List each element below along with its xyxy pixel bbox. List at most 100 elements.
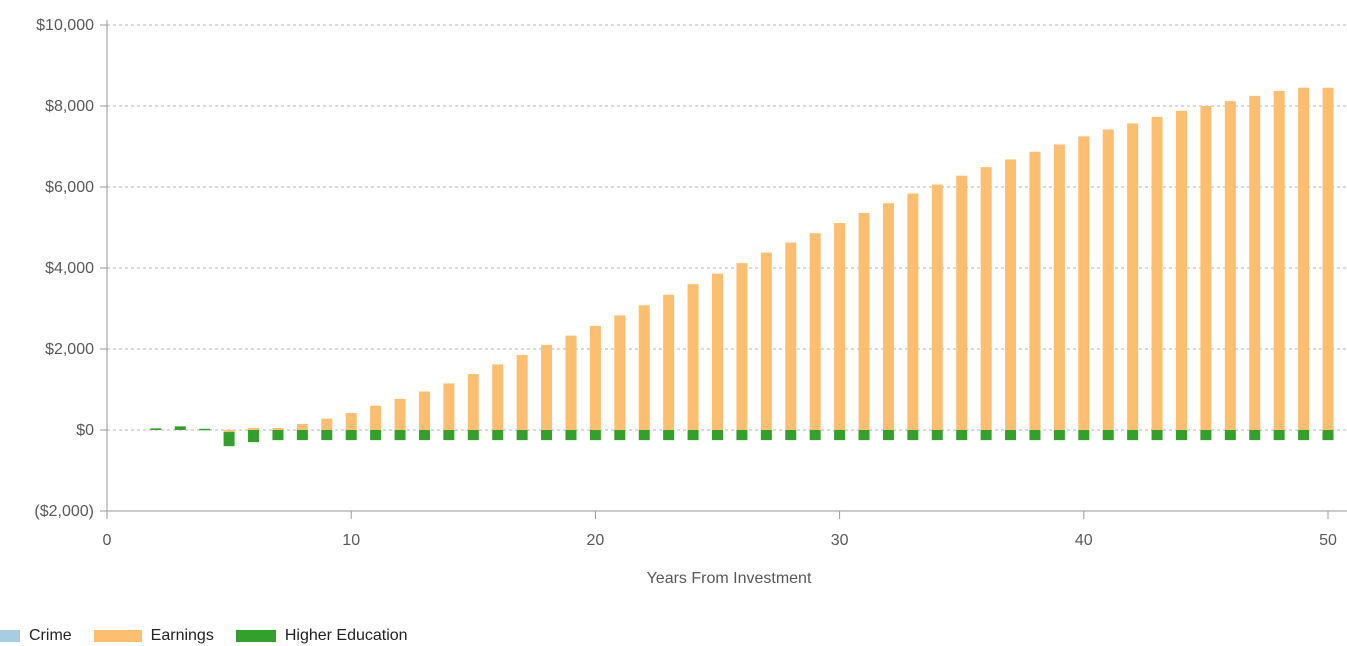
bar-earnings	[1322, 87, 1334, 431]
bar-earnings	[736, 263, 748, 430]
bar-earnings	[1175, 110, 1187, 431]
bar-earnings	[272, 427, 284, 430]
bar-higher-education	[345, 430, 357, 441]
bar-higher-education	[663, 430, 675, 441]
bar-earnings	[1102, 129, 1114, 431]
bar-higher-education	[882, 430, 894, 441]
bar-earnings	[248, 427, 260, 430]
bar-higher-education	[809, 430, 821, 441]
bar-earnings	[1151, 116, 1163, 430]
bar-higher-education	[858, 430, 870, 441]
bar-earnings	[1273, 91, 1285, 430]
bar-earnings	[1005, 159, 1017, 430]
bar-earnings	[1298, 87, 1310, 431]
bar-earnings	[492, 364, 504, 430]
x-axis-title: Years From Investment	[647, 570, 812, 587]
bar-higher-education	[785, 430, 797, 441]
bar-higher-education	[1175, 430, 1187, 441]
legend-item-earnings: Earnings	[93, 627, 214, 645]
bar-earnings	[589, 325, 601, 430]
y-tick-label: $8,000	[45, 98, 94, 115]
bars	[150, 87, 1334, 447]
bar-higher-education	[1151, 430, 1163, 441]
bar-higher-education	[1298, 430, 1310, 441]
bar-higher-education	[1224, 430, 1236, 441]
y-tick-label: ($2,000)	[34, 503, 94, 520]
legend-label-earnings: Earnings	[150, 627, 214, 644]
bar-earnings	[565, 335, 577, 430]
bar-higher-education	[1127, 430, 1139, 441]
bar-higher-education	[1029, 430, 1041, 441]
bar-earnings	[1224, 101, 1236, 430]
bar-earnings	[785, 242, 797, 430]
bar-higher-education	[443, 430, 455, 441]
bar-higher-education	[199, 428, 211, 431]
bar-earnings	[223, 430, 235, 433]
bar-earnings	[321, 418, 333, 430]
y-tick-label: $2,000	[45, 341, 94, 358]
bar-higher-education	[394, 430, 406, 441]
bar-higher-education	[614, 430, 626, 441]
bar-earnings	[443, 383, 455, 430]
bar-earnings	[956, 175, 968, 430]
bar-higher-education	[321, 430, 333, 441]
x-tick-label: 0	[103, 532, 112, 549]
bar-higher-education	[150, 428, 162, 430]
legend-label-crime: Crime	[29, 627, 72, 644]
bar-earnings	[370, 405, 382, 430]
bar-earnings	[1053, 144, 1065, 430]
bar-earnings	[760, 252, 772, 430]
bar-earnings	[1249, 95, 1261, 430]
y-tick-label: $10,000	[36, 17, 94, 34]
bar-earnings	[1200, 106, 1212, 430]
bar-higher-education	[1200, 430, 1212, 441]
bar-earnings	[541, 344, 553, 430]
y-tick-label: $0	[76, 422, 94, 439]
bar-higher-education	[418, 430, 430, 441]
bar-earnings	[1029, 151, 1041, 430]
bar-higher-education	[834, 430, 846, 441]
bar-higher-education	[272, 430, 284, 441]
bar-earnings	[663, 294, 675, 430]
legend-swatch-earnings	[93, 630, 142, 642]
bar-earnings	[394, 398, 406, 430]
y-tick-label: $4,000	[45, 260, 94, 277]
legend-label-higher-education: Higher Education	[284, 627, 408, 644]
bar-higher-education	[1249, 430, 1261, 441]
bar-higher-education	[1273, 430, 1285, 441]
bar-higher-education	[907, 430, 919, 441]
x-tick-label: 10	[342, 532, 360, 549]
bar-higher-education	[638, 430, 650, 441]
bar-earnings	[809, 233, 821, 430]
bar-earnings	[980, 167, 992, 430]
bar-earnings	[638, 305, 650, 430]
bar-earnings	[712, 273, 723, 430]
legend-swatch-higher-education	[235, 630, 276, 642]
bar-higher-education	[492, 430, 504, 441]
x-tick-label: 50	[1319, 532, 1337, 549]
stacked-bar-chart: ($2,000) $0 $2,000 $4,000 $6,000 $8,000 $10,00…	[34, 17, 1347, 587]
y-axis-tick-labels: ($2,000) $0 $2,000 $4,000 $6,000 $8,000 $10,00…	[34, 17, 94, 520]
bar-higher-education	[370, 430, 382, 441]
bar-higher-education	[760, 430, 772, 441]
gridlines	[107, 24, 1347, 431]
bar-earnings	[882, 203, 894, 430]
bar-higher-education	[1078, 430, 1090, 441]
bar-higher-education	[1053, 430, 1065, 441]
bar-earnings	[687, 284, 699, 430]
bar-higher-education	[248, 430, 260, 443]
bar-higher-education	[565, 430, 577, 441]
bar-higher-education	[174, 426, 186, 430]
bar-higher-education	[712, 430, 723, 441]
bar-higher-education	[736, 430, 748, 441]
bar-higher-education	[1102, 430, 1114, 441]
axes	[100, 20, 1347, 519]
bar-higher-education	[467, 430, 479, 441]
bar-earnings	[1127, 123, 1139, 430]
bar-higher-education	[1005, 430, 1017, 441]
legend-item-crime: Crime	[0, 627, 72, 645]
bar-earnings	[1078, 136, 1090, 430]
bar-earnings	[907, 193, 919, 430]
y-tick-label: $6,000	[45, 179, 94, 196]
x-tick-label: 20	[587, 532, 605, 549]
